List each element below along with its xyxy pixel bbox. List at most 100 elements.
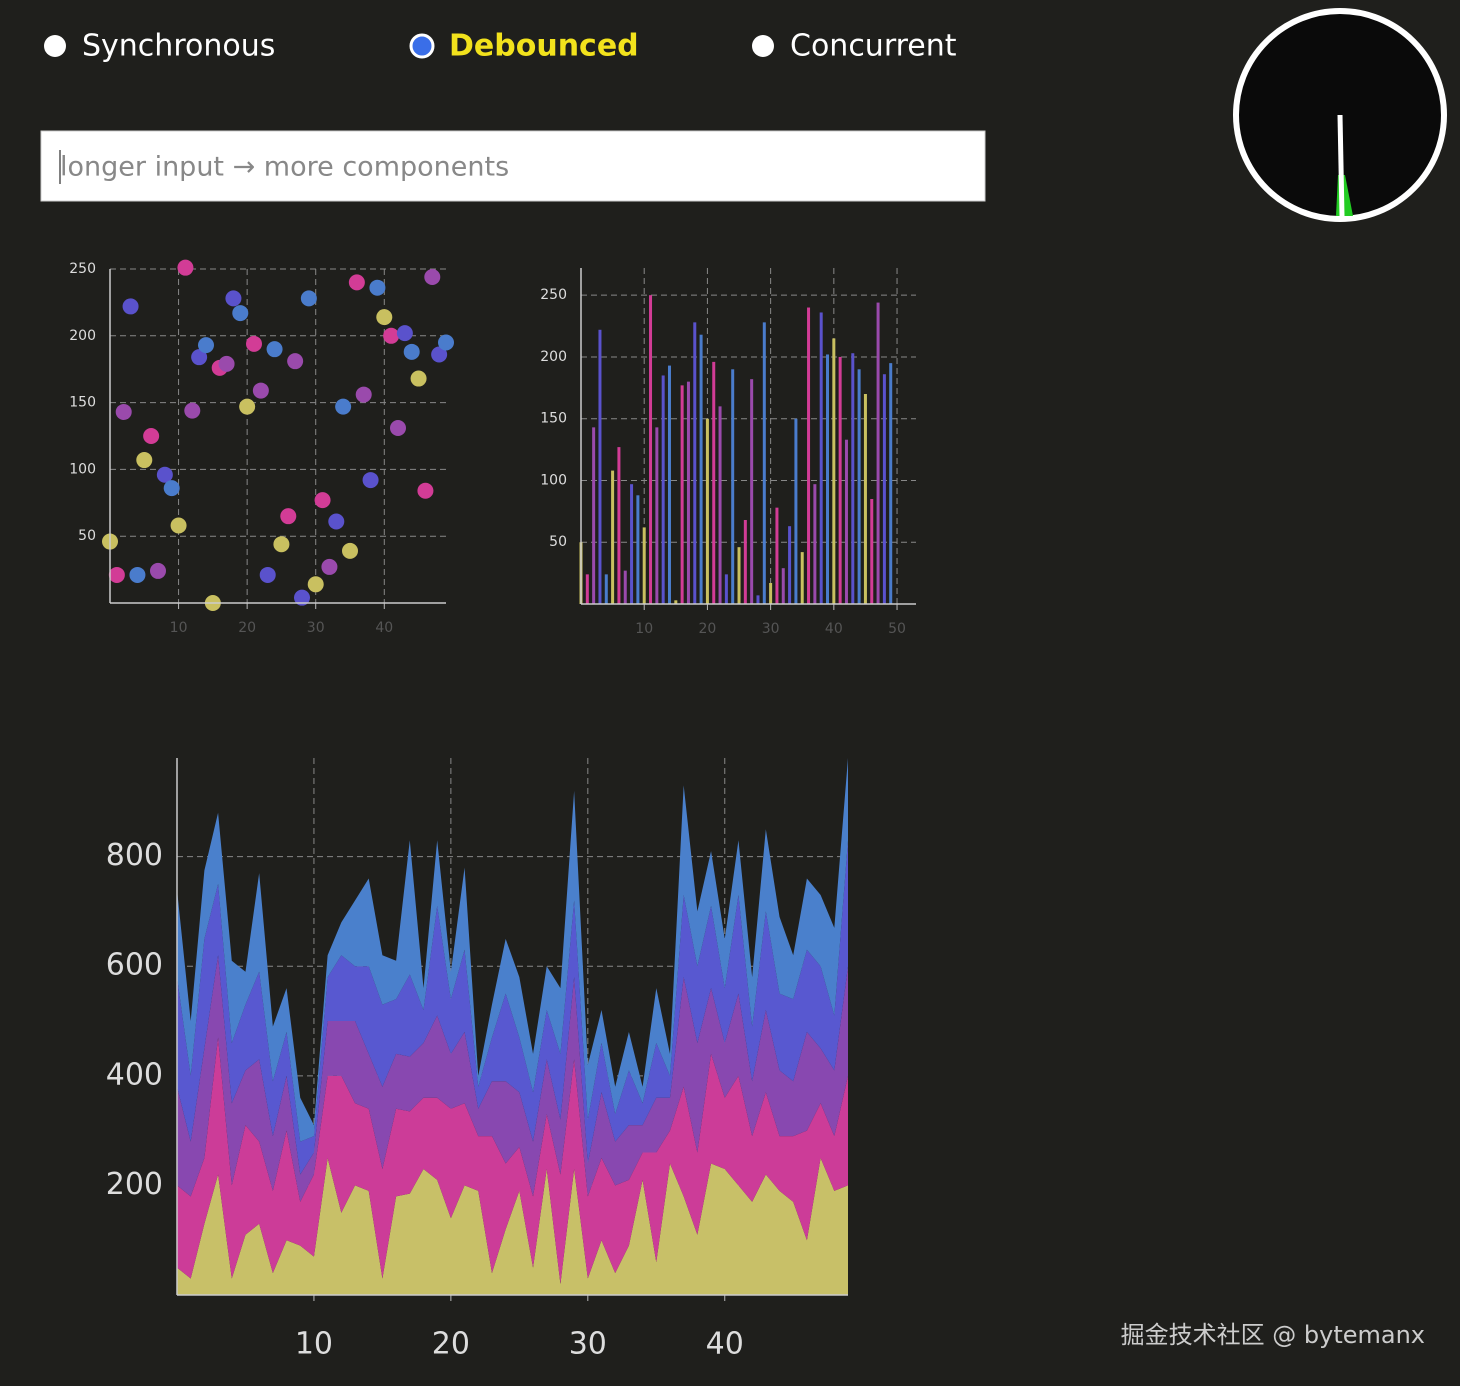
scatter-point: [246, 335, 262, 352]
x-tick-label: 30: [307, 620, 325, 636]
scatter-point: [390, 419, 406, 436]
x-tick-label: 50: [888, 621, 906, 637]
x-tick-label: 30: [569, 1327, 607, 1362]
text-input[interactable]: [40, 130, 986, 202]
radio-label[interactable]: Synchronous: [82, 29, 275, 64]
scatter-point: [156, 466, 173, 483]
bar: [699, 334, 703, 604]
y-tick-label: 200: [106, 1167, 163, 1202]
bar: [819, 312, 823, 604]
bar: [870, 499, 874, 604]
radio-option[interactable]: Synchronous: [44, 29, 275, 64]
scatter-point: [335, 398, 352, 415]
x-tick-label: 10: [295, 1327, 333, 1362]
y-tick-label: 250: [540, 287, 567, 303]
bar: [882, 374, 886, 604]
scatter-point: [239, 398, 256, 415]
x-tick-label: 20: [432, 1327, 470, 1362]
area: [177, 1037, 848, 1285]
scatter-point: [129, 566, 146, 583]
x-tick-label: 20: [238, 620, 256, 636]
y-tick-label: 600: [106, 948, 163, 983]
chart: 50 100 150 200 250 10 20 30 40 50: [540, 268, 916, 637]
bar: [680, 385, 684, 604]
bar: [630, 484, 634, 604]
scatter-point: [314, 492, 331, 509]
gauge-needle: [1337, 114, 1345, 217]
scatter-point: [108, 566, 125, 583]
bar: [857, 369, 861, 604]
bar: [718, 406, 722, 604]
bar: [636, 495, 640, 604]
y-tick-label: 150: [69, 395, 96, 411]
scatter-point: [410, 370, 427, 387]
bar: [642, 527, 646, 604]
bar: [807, 307, 811, 604]
bar: [667, 365, 671, 604]
scatter-point: [348, 274, 365, 291]
scatter-point: [362, 472, 379, 489]
plot: [177, 758, 848, 1295]
scatter-point: [150, 562, 166, 579]
radio-option[interactable]: Debounced: [409, 29, 639, 64]
radio-button[interactable]: [752, 35, 774, 57]
scatter-point: [417, 482, 434, 499]
area: [177, 955, 848, 1202]
scatter-point: [198, 337, 214, 354]
y-tick-label: 50: [78, 528, 96, 544]
x-tick-label: 10: [170, 620, 188, 636]
bar: [851, 353, 855, 604]
radio-label[interactable]: Concurrent: [790, 29, 957, 64]
bar: [693, 322, 697, 604]
scatter-point: [136, 452, 153, 469]
bar: [788, 526, 792, 604]
x-tick-label: 10: [635, 621, 653, 637]
scatter-point: [280, 508, 297, 525]
plot: [579, 295, 893, 604]
scatter-point: [122, 298, 139, 315]
x-tick-label: 40: [375, 620, 393, 636]
bar: [750, 379, 754, 604]
plot: [102, 259, 454, 611]
scatter-point: [143, 428, 160, 444]
area: [177, 758, 848, 1142]
scatter-point: [300, 290, 317, 307]
scatter-point: [424, 269, 441, 286]
scatter-point: [184, 402, 201, 419]
bar: [876, 302, 880, 604]
scatter-point: [355, 386, 372, 403]
radio-button[interactable]: [44, 35, 66, 57]
bar: [844, 439, 848, 604]
scatter-point: [170, 517, 187, 534]
scatter-point: [328, 513, 345, 530]
bar: [598, 329, 602, 604]
scatter-point: [396, 325, 413, 342]
chart: 200 400 600 800 10 20 30 40: [106, 758, 848, 1362]
bar: [617, 447, 621, 604]
bar: [889, 363, 893, 604]
bar: [611, 470, 615, 604]
scatter-point: [232, 305, 249, 322]
radio-option[interactable]: Concurrent: [752, 29, 957, 64]
radio-label[interactable]: Debounced: [449, 29, 639, 64]
bar: [794, 418, 798, 604]
input-placeholder: longer input → more components: [60, 152, 509, 183]
scatter-point: [225, 290, 242, 307]
y-tick-label: 100: [69, 461, 96, 477]
y-tick-label: 150: [540, 411, 567, 427]
scatter-point: [342, 542, 358, 559]
scatter-point: [252, 382, 269, 399]
bar: [724, 574, 728, 604]
bar: [674, 600, 678, 604]
bar: [838, 356, 842, 604]
scatter-point: [321, 558, 338, 575]
bar: [604, 574, 608, 604]
bar: [737, 547, 741, 604]
y-tick-label: 200: [540, 349, 567, 365]
watermark: 掘金技术社区 @ bytemanx: [1121, 1321, 1425, 1349]
bar: [775, 507, 779, 604]
scatter-point: [266, 341, 283, 358]
scatter-point: [383, 327, 400, 344]
radio-button[interactable]: [409, 33, 435, 59]
